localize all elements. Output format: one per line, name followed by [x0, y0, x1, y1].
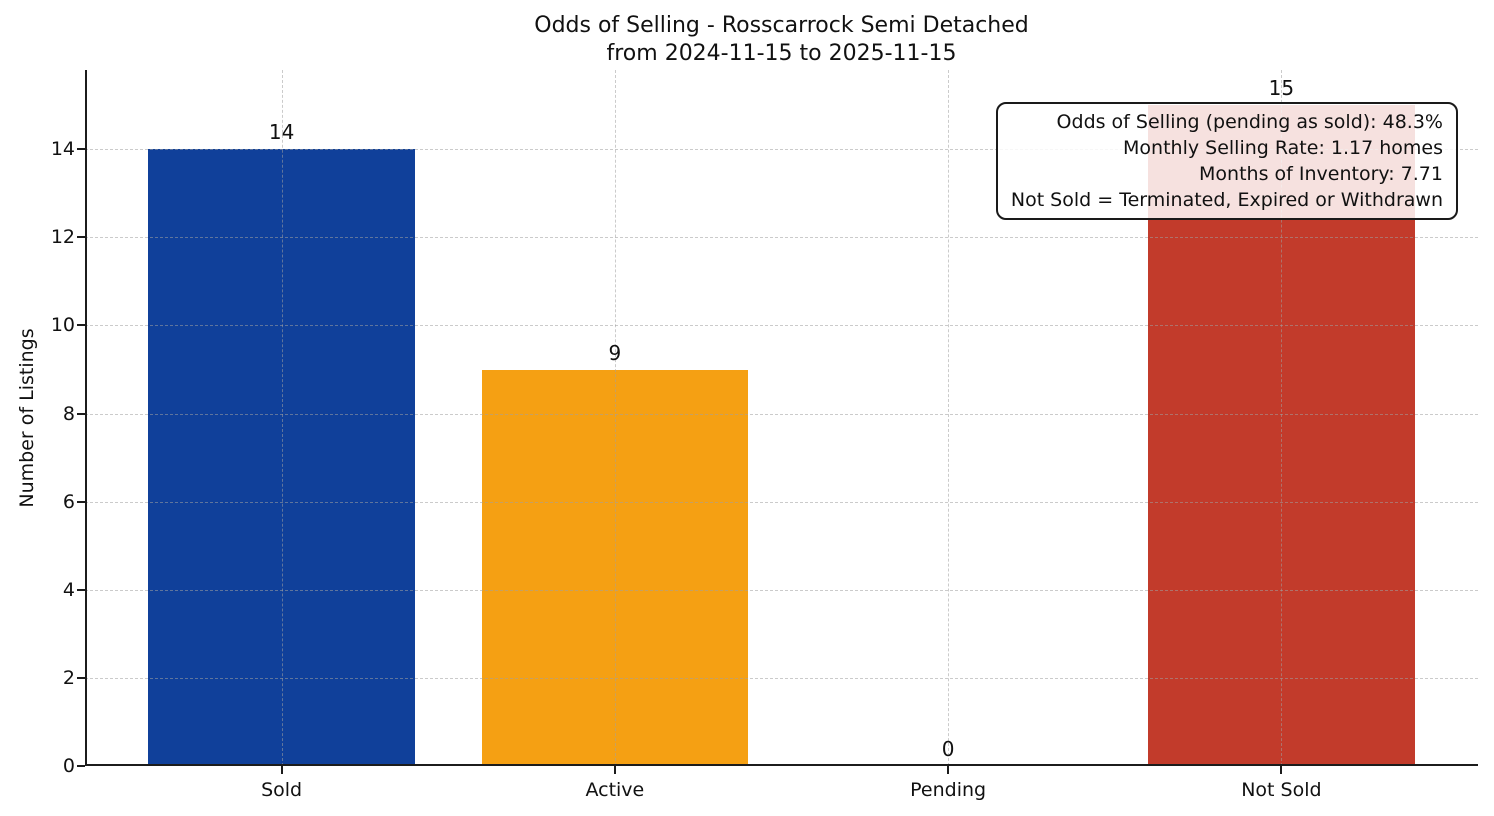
x-tick-label-sold: Sold	[261, 779, 303, 801]
x-tick-mark	[280, 766, 283, 774]
y-gridline	[85, 325, 1478, 327]
y-gridline	[85, 677, 1478, 679]
annotation-line-odds: Odds of Selling (pending as sold): 48.3%	[1056, 111, 1443, 133]
x-gridline	[1281, 70, 1283, 766]
y-tick-mark	[77, 148, 85, 151]
x-gridline	[948, 70, 950, 766]
y-tick-label: 4	[62, 578, 75, 601]
y-tick-mark	[77, 412, 85, 415]
annotation-line-inventory: Months of Inventory: 7.71	[1199, 163, 1443, 185]
y-gridline	[85, 501, 1478, 503]
chart-title-line-2: from 2024-11-15 to 2025-11-15	[606, 41, 957, 66]
x-tick-label-not-sold: Not Sold	[1241, 779, 1322, 801]
y-tick-label: 0	[62, 755, 75, 777]
y-tick-mark	[77, 236, 85, 239]
y-tick-mark	[77, 676, 85, 679]
y-tick-label: 6	[62, 490, 75, 513]
y-gridline	[85, 413, 1478, 415]
y-tick-mark	[77, 324, 85, 327]
x-tick-label-active: Active	[585, 779, 645, 801]
bar-value-label-pending: 0	[941, 737, 955, 761]
annotation-line-not-sold-note: Not Sold = Terminated, Expired or Withdr…	[1010, 189, 1443, 211]
bar-value-label-not-sold: 15	[1268, 76, 1295, 101]
x-tick-mark	[1280, 766, 1283, 774]
x-tick-mark	[613, 766, 616, 774]
y-tick-label: 14	[50, 138, 75, 161]
x-tick-label-pending: Pending	[910, 779, 987, 801]
y-tick-label: 12	[50, 226, 75, 249]
chart-title: Odds of Selling - Rosscarrock Semi Detac…	[85, 12, 1478, 68]
x-gridline	[281, 70, 283, 766]
bar-value-label-sold: 14	[268, 120, 295, 145]
x-gridline	[614, 70, 616, 766]
x-tick-mark	[947, 766, 950, 774]
y-tick-mark	[77, 765, 85, 767]
y-tick-label: 10	[50, 314, 75, 337]
y-tick-label: 8	[62, 402, 75, 425]
y-gridline	[85, 589, 1478, 591]
y-gridline	[85, 237, 1478, 239]
annotation-box: Odds of Selling (pending as sold): 48.3%…	[995, 102, 1458, 220]
y-tick-label: 2	[62, 666, 75, 689]
annotation-line-selling-rate: Monthly Selling Rate: 1.17 homes	[1123, 137, 1443, 159]
bar-value-label-active: 9	[608, 340, 622, 365]
y-gridline	[85, 149, 1478, 151]
chart-title-line-1: Odds of Selling - Rosscarrock Semi Detac…	[534, 13, 1029, 38]
y-tick-mark	[77, 500, 85, 503]
y-tick-mark	[77, 588, 85, 591]
